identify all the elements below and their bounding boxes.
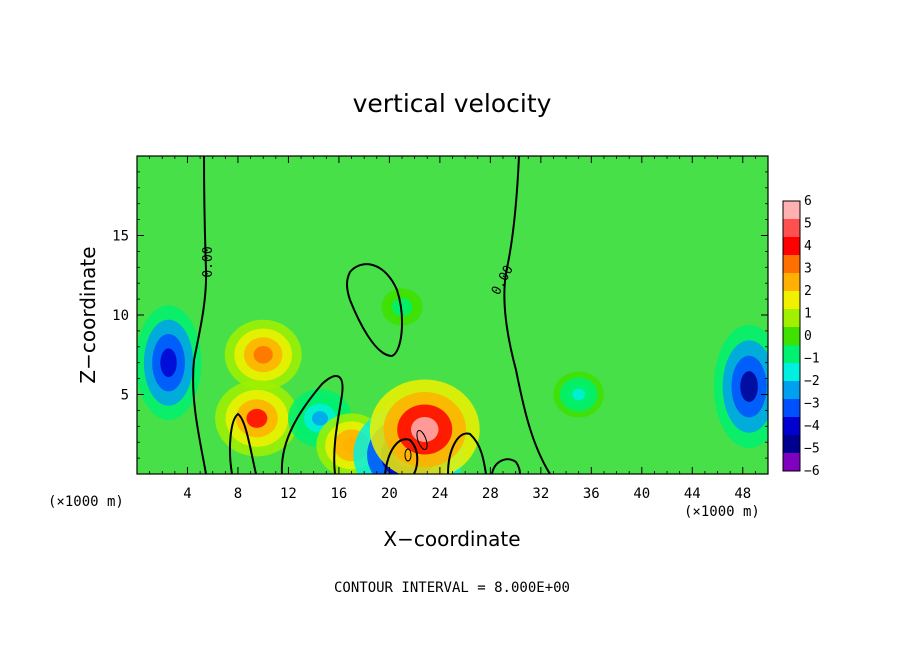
contour-lower-5 <box>491 458 521 474</box>
x-tick-label: 40 <box>633 486 650 502</box>
field-area: 0.00 0.00 <box>137 156 768 474</box>
zero-contour-right <box>503 156 551 474</box>
x-axis-label: X−coordinate <box>383 527 520 551</box>
colorbar-swatch <box>783 345 800 364</box>
contour-label-left: 0.00 <box>201 246 216 277</box>
colorbar-swatch <box>783 381 800 400</box>
x-tick-label: 24 <box>431 486 448 502</box>
x-unit-label: (×1000 m) <box>684 504 760 520</box>
colorbar-swatch <box>783 273 800 292</box>
colorbar-label: −1 <box>804 352 820 367</box>
colorbar-label: −2 <box>804 374 820 389</box>
contour-lower-4 <box>447 432 487 474</box>
zero-contours <box>192 156 551 474</box>
y-tick-label: 5 <box>121 388 129 404</box>
x-tick-label: 36 <box>583 486 600 502</box>
field-feature <box>740 371 758 402</box>
x-tick-label: 32 <box>532 486 549 502</box>
colorbar-swatch <box>783 255 800 274</box>
closed-contour-upper <box>346 263 403 358</box>
colorbar-swatch <box>783 237 800 256</box>
colorbar-swatch <box>783 435 800 454</box>
colorbar-label: 0 <box>804 329 812 344</box>
y-tick-label: 10 <box>112 308 129 324</box>
colorbar-swatch <box>783 453 800 472</box>
colorbar-swatch <box>783 417 800 436</box>
x-tick-label: 28 <box>482 486 499 502</box>
colorbar-label: −3 <box>804 397 820 412</box>
field-feature <box>572 388 586 401</box>
z-unit-label: (×1000 m) <box>48 494 124 510</box>
colorbar-swatch <box>783 363 800 382</box>
contour-min-inner <box>404 448 412 462</box>
contour-lower-3 <box>384 438 419 474</box>
colorbar-swatch <box>783 309 800 328</box>
field-feature <box>312 411 328 426</box>
contour-interval: CONTOUR INTERVAL = 8.000E+00 <box>334 580 570 596</box>
colorbar-label: 6 <box>804 194 812 209</box>
field-feature <box>396 302 408 312</box>
field-feature <box>253 346 273 364</box>
colorbar-swatch <box>783 201 800 220</box>
x-tick-label: 16 <box>330 486 347 502</box>
colorbar-swatch <box>783 219 800 238</box>
x-tick-label: 4 <box>183 486 191 502</box>
y-tick-label: 15 <box>112 229 129 245</box>
colorbar-swatch <box>783 291 800 310</box>
y-axis-label: Z−coordinate <box>76 246 100 383</box>
x-tick-label: 8 <box>234 486 242 502</box>
colorbar-label: 3 <box>804 262 812 277</box>
colorbar-label: −6 <box>804 464 820 479</box>
colorbar-label: 4 <box>804 239 812 254</box>
colorbar-label: 5 <box>804 217 812 232</box>
y-axis: 5 10 15 <box>112 171 768 459</box>
x-tick-label: 44 <box>684 486 701 502</box>
x-tick-label: 48 <box>734 486 751 502</box>
zero-contour-left <box>192 156 208 474</box>
chart-title: vertical velocity <box>353 89 552 118</box>
x-tick-label: 12 <box>280 486 297 502</box>
colorbar-label: 2 <box>804 284 812 299</box>
field-feature <box>410 416 439 442</box>
field-feature <box>246 408 268 428</box>
colorbar-swatch <box>783 327 800 346</box>
colorbar-frame <box>782 200 801 472</box>
colorbar-label: −4 <box>804 419 820 434</box>
contour-lower-2 <box>229 412 257 474</box>
x-tick-label: 20 <box>381 486 398 502</box>
field-feature <box>160 348 177 378</box>
contour-max-inner <box>416 430 428 450</box>
field-features <box>137 288 768 474</box>
colorbar-swatch <box>783 399 800 418</box>
colorbar-label: −5 <box>804 442 820 457</box>
colorbar: 6 5 4 3 2 1 0 −1 −2 −3 −4 −5 −6 <box>782 194 820 479</box>
colorbar-label: 1 <box>804 307 812 322</box>
contour-lower-1 <box>280 375 344 474</box>
x-axis: 4 8 12 16 20 24 28 32 36 40 44 48 <box>149 156 756 502</box>
